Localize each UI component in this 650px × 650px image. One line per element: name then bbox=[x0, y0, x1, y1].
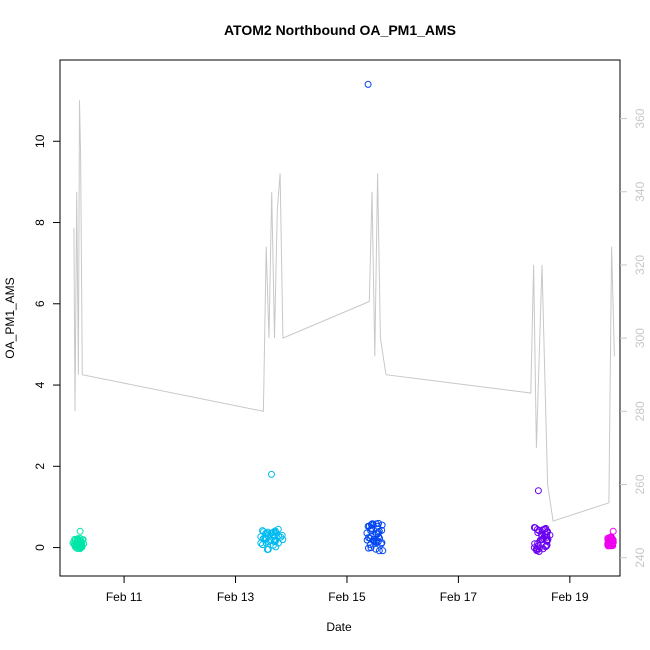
data-point bbox=[367, 521, 375, 528]
y-axis: 0 2 4 6 8 10 bbox=[33, 134, 60, 551]
data-point bbox=[607, 533, 615, 541]
data-point bbox=[535, 545, 543, 553]
data-point bbox=[378, 526, 386, 534]
data-point bbox=[541, 525, 549, 533]
data-point bbox=[260, 528, 268, 536]
data-point bbox=[268, 470, 275, 478]
x-axis: Feb 11 Feb 13 Feb 15 Feb 17 Feb 19 bbox=[106, 576, 589, 604]
secondary-line-layer bbox=[73, 100, 615, 522]
data-point bbox=[268, 529, 276, 537]
data-point bbox=[259, 541, 266, 549]
x-tick-label: Feb 15 bbox=[328, 590, 366, 604]
data-point bbox=[372, 545, 380, 553]
data-point bbox=[609, 542, 617, 549]
x-tick-label: Feb 19 bbox=[551, 590, 589, 604]
x-axis-label: Date bbox=[326, 620, 352, 634]
points-layer bbox=[69, 80, 617, 555]
chart-title: ATOM2 Northbound OA_PM1_AMS bbox=[224, 22, 456, 38]
y-tick-label: 10 bbox=[33, 134, 47, 148]
data-point bbox=[279, 536, 287, 544]
plot-frame bbox=[59, 59, 621, 577]
y-tick-label: 2 bbox=[33, 463, 47, 470]
data-point bbox=[539, 535, 546, 543]
y2-tick-label: 300 bbox=[633, 328, 647, 348]
y2-tick-label: 320 bbox=[633, 255, 647, 275]
data-point bbox=[74, 539, 82, 547]
y2-tick-label: 360 bbox=[633, 108, 647, 128]
data-point bbox=[535, 548, 543, 555]
y2-tick-label: 340 bbox=[633, 181, 647, 201]
data-point bbox=[69, 539, 77, 547]
data-point bbox=[531, 524, 539, 532]
data-point bbox=[365, 544, 372, 552]
data-point bbox=[369, 537, 377, 545]
data-point bbox=[379, 547, 387, 555]
data-point bbox=[76, 542, 84, 550]
data-point bbox=[363, 529, 371, 537]
data-point bbox=[368, 525, 376, 533]
data-point bbox=[270, 538, 278, 546]
data-point bbox=[543, 533, 551, 541]
secondary-y-axis: 240 260 280 300 320 340 360 bbox=[620, 108, 647, 568]
data-point bbox=[534, 487, 542, 495]
y2-tick-label: 260 bbox=[633, 474, 647, 494]
data-point bbox=[76, 537, 84, 545]
data-point bbox=[374, 522, 382, 530]
x-tick-label: Feb 13 bbox=[217, 590, 255, 604]
y2-tick-label: 280 bbox=[633, 401, 647, 421]
y-tick-label: 6 bbox=[33, 300, 47, 307]
y-tick-label: 4 bbox=[33, 381, 47, 388]
data-point bbox=[76, 527, 84, 535]
x-tick-label: Feb 17 bbox=[440, 590, 478, 604]
data-point bbox=[364, 80, 372, 88]
data-point bbox=[375, 547, 383, 555]
y-tick-label: 0 bbox=[33, 544, 47, 551]
y-tick-label: 8 bbox=[33, 219, 47, 226]
data-point bbox=[367, 544, 375, 552]
data-point bbox=[274, 539, 282, 547]
data-point bbox=[375, 519, 382, 527]
data-point bbox=[530, 544, 538, 552]
x-tick-label: Feb 11 bbox=[106, 590, 143, 604]
data-point bbox=[604, 542, 612, 550]
secondary-line bbox=[73, 100, 615, 522]
data-point bbox=[264, 545, 272, 553]
data-point bbox=[373, 530, 380, 538]
y-axis-label: OA_PM1_AMS bbox=[3, 277, 17, 358]
data-point bbox=[259, 535, 267, 543]
y2-tick-label: 240 bbox=[633, 547, 647, 567]
data-point bbox=[605, 535, 613, 543]
data-point bbox=[278, 531, 286, 539]
data-point bbox=[378, 521, 386, 529]
